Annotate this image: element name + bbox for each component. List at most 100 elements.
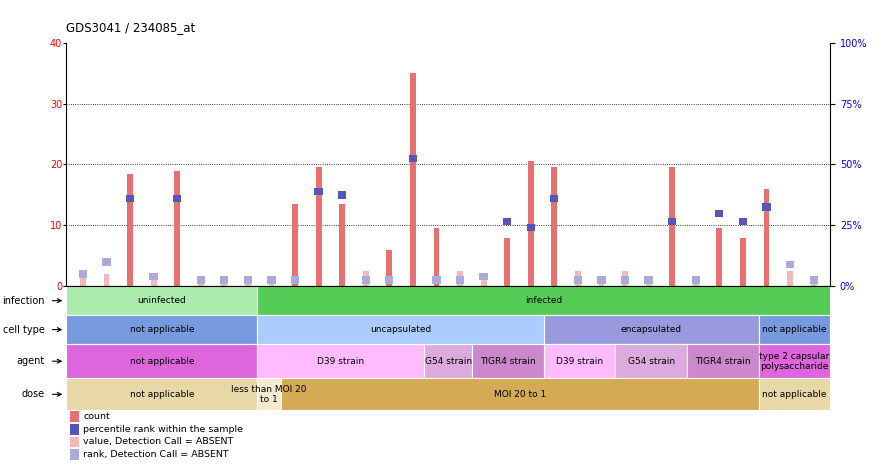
- Text: infected: infected: [525, 296, 562, 305]
- Text: not applicable: not applicable: [129, 390, 194, 399]
- Bar: [456, 276, 464, 284]
- Text: type 2 capsular
polysaccharide: type 2 capsular polysaccharide: [759, 352, 829, 371]
- Bar: [693, 277, 699, 286]
- Text: cell type: cell type: [3, 325, 45, 335]
- Text: dose: dose: [22, 389, 45, 399]
- Bar: [104, 274, 110, 286]
- Bar: [425, 344, 472, 378]
- Bar: [786, 261, 794, 268]
- Text: infection: infection: [3, 296, 45, 306]
- Bar: [127, 173, 133, 286]
- Bar: [150, 277, 157, 286]
- Bar: [543, 315, 758, 344]
- Bar: [668, 218, 676, 225]
- Bar: [66, 344, 258, 378]
- Text: G54 strain: G54 strain: [425, 357, 472, 366]
- Text: not applicable: not applicable: [762, 390, 827, 399]
- Bar: [267, 276, 275, 284]
- Bar: [362, 276, 370, 284]
- Bar: [764, 189, 769, 286]
- Text: not applicable: not applicable: [129, 357, 194, 366]
- Bar: [810, 276, 818, 284]
- Bar: [80, 277, 86, 286]
- Text: rank, Detection Call = ABSENT: rank, Detection Call = ABSENT: [83, 450, 229, 459]
- Text: uncapsulated: uncapsulated: [370, 325, 431, 334]
- Bar: [811, 277, 817, 286]
- Text: GDS3041 / 234085_at: GDS3041 / 234085_at: [66, 21, 196, 34]
- Text: not applicable: not applicable: [129, 325, 194, 334]
- Text: uninfected: uninfected: [137, 296, 186, 305]
- Text: TIGR4 strain: TIGR4 strain: [695, 357, 750, 366]
- Text: MOI 20 to 1: MOI 20 to 1: [494, 390, 546, 399]
- Bar: [739, 218, 747, 225]
- Text: G54 strain: G54 strain: [627, 357, 674, 366]
- Bar: [551, 167, 558, 286]
- Text: percentile rank within the sample: percentile rank within the sample: [83, 425, 243, 434]
- Bar: [715, 210, 723, 217]
- Bar: [410, 73, 416, 286]
- Bar: [314, 188, 323, 195]
- Bar: [762, 203, 771, 211]
- Bar: [598, 280, 604, 286]
- Bar: [70, 449, 80, 460]
- Bar: [103, 258, 111, 265]
- Bar: [787, 271, 793, 286]
- Bar: [173, 195, 181, 202]
- Text: not applicable: not applicable: [762, 325, 827, 334]
- Bar: [669, 167, 675, 286]
- Bar: [258, 315, 543, 344]
- Bar: [258, 378, 281, 410]
- Bar: [292, 204, 298, 286]
- Bar: [363, 271, 369, 286]
- Bar: [621, 276, 629, 284]
- Bar: [622, 271, 628, 286]
- Bar: [243, 276, 252, 284]
- Bar: [481, 277, 487, 286]
- Bar: [758, 378, 830, 410]
- Text: agent: agent: [17, 356, 45, 366]
- Text: count: count: [83, 412, 110, 421]
- Bar: [575, 271, 581, 286]
- Bar: [70, 411, 80, 422]
- Bar: [291, 276, 299, 284]
- Bar: [70, 424, 80, 435]
- Bar: [758, 344, 830, 378]
- Text: TIGR4 strain: TIGR4 strain: [480, 357, 535, 366]
- Text: D39 strain: D39 strain: [318, 357, 365, 366]
- Bar: [221, 280, 227, 286]
- Text: value, Detection Call = ABSENT: value, Detection Call = ABSENT: [83, 438, 234, 447]
- Bar: [550, 195, 558, 202]
- Bar: [433, 276, 441, 284]
- Bar: [150, 273, 158, 280]
- Bar: [504, 237, 510, 286]
- Bar: [268, 280, 274, 286]
- Bar: [245, 280, 250, 286]
- Bar: [66, 378, 258, 410]
- Bar: [503, 218, 512, 225]
- Bar: [338, 191, 346, 199]
- Bar: [597, 276, 605, 284]
- Bar: [480, 273, 488, 280]
- Bar: [66, 286, 258, 315]
- Bar: [258, 344, 425, 378]
- Bar: [687, 344, 758, 378]
- Bar: [758, 315, 830, 344]
- Bar: [387, 250, 392, 286]
- Bar: [573, 276, 582, 284]
- Bar: [197, 280, 204, 286]
- Bar: [126, 195, 135, 202]
- Bar: [258, 286, 830, 315]
- Bar: [434, 228, 440, 286]
- Bar: [543, 344, 615, 378]
- Bar: [716, 228, 722, 286]
- Bar: [316, 167, 321, 286]
- Bar: [281, 378, 758, 410]
- Bar: [472, 344, 543, 378]
- Bar: [740, 237, 746, 286]
- Bar: [646, 280, 651, 286]
- Bar: [66, 315, 258, 344]
- Bar: [79, 270, 87, 278]
- Bar: [196, 276, 204, 284]
- Bar: [692, 276, 700, 284]
- Bar: [457, 271, 463, 286]
